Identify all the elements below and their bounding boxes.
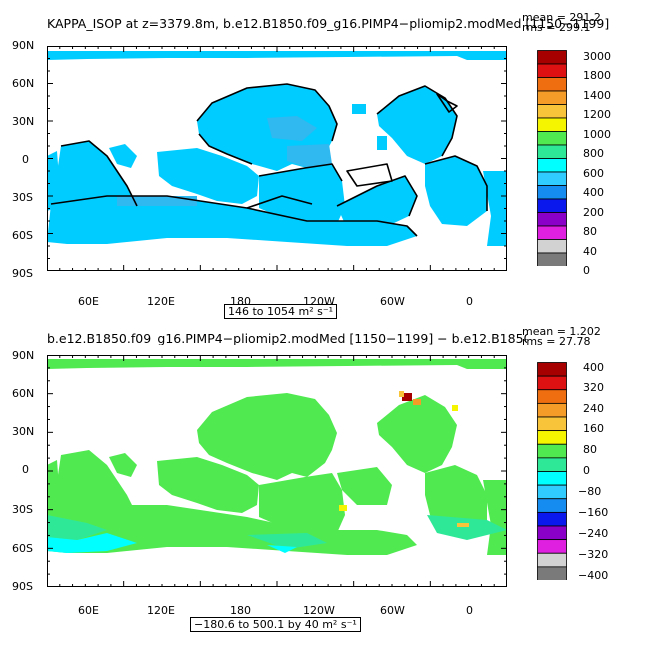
lat-label-60n: 60N: [12, 77, 35, 90]
lon-label-0: 0: [466, 295, 473, 308]
colorbar-swatch: [537, 239, 567, 254]
panel-title: b.e12.B1850.f09_g16.PIMP4−pliomip2.modMe…: [47, 333, 527, 345]
colorbar-label: −320: [578, 548, 609, 561]
colorbar-swatch: [537, 525, 567, 541]
ocean-map-kappa-isop: [47, 46, 507, 271]
colorbar: [537, 362, 567, 580]
colorbar-swatch: [537, 185, 567, 200]
lat-label-30s: 30S: [12, 503, 33, 516]
colorbar-swatch: [537, 144, 567, 159]
colorbar-swatch: [537, 566, 567, 580]
colorbar-label: 0: [583, 264, 590, 277]
lat-label-90s: 90S: [12, 267, 33, 280]
ocean-field: [47, 51, 507, 246]
colorbar: [537, 50, 567, 266]
lat-label-30n: 30N: [12, 425, 35, 438]
lat-label-90n: 90N: [12, 39, 35, 52]
colorbar-label: 400: [583, 361, 604, 374]
colorbar-swatch: [537, 117, 567, 132]
ocean-map-difference: [47, 355, 507, 587]
colorbar-label: 40: [583, 245, 597, 258]
colorbar-swatch: [537, 362, 567, 377]
colorbar-label: 3000: [583, 50, 611, 63]
lat-label-30s: 30S: [12, 191, 33, 204]
colorbar-swatch: [537, 104, 567, 119]
colorbar-swatch: [537, 457, 567, 472]
colorbar-label: 1400: [583, 89, 611, 102]
lon-label-120e: 120E: [147, 295, 175, 308]
lon-label-0: 0: [466, 604, 473, 617]
lon-label-60w: 60W: [380, 604, 405, 617]
data-range-box: −180.6 to 500.1 by 40 m² s⁻¹: [190, 617, 361, 632]
mean-value: mean = 1.202: [522, 325, 601, 338]
colorbar-swatch: [537, 50, 567, 65]
lat-label-eq: 0: [22, 153, 29, 166]
colorbar-label: 320: [583, 381, 604, 394]
lat-label-eq: 0: [22, 463, 29, 476]
coastlines: [50, 83, 488, 237]
colorbar-swatch: [537, 131, 567, 146]
colorbar-swatch: [537, 77, 567, 92]
colorbar-label: 0: [583, 464, 590, 477]
colorbar-label: 200: [583, 206, 604, 219]
lat-label-30n: 30N: [12, 115, 35, 128]
colorbar-swatch: [537, 212, 567, 227]
mean-value: mean = 291.2: [522, 11, 601, 24]
lat-label-60n: 60N: [12, 387, 35, 400]
colorbar-label: 400: [583, 186, 604, 199]
colorbar-swatch: [537, 484, 567, 500]
colorbar-swatch: [537, 225, 567, 240]
lon-label-60e: 60E: [78, 604, 99, 617]
positive-anomalies: [339, 391, 469, 527]
colorbar-label: −160: [578, 506, 609, 519]
data-range-box: 146 to 1054 m² s⁻¹: [224, 304, 338, 319]
colorbar-swatch: [537, 511, 567, 527]
colorbar-swatch: [537, 430, 567, 445]
colorbar-swatch: [537, 198, 567, 213]
axis-ticks: [47, 355, 507, 587]
colorbar-swatch: [537, 171, 567, 186]
colorbar-swatch: [537, 375, 567, 391]
colorbar-swatch: [537, 498, 567, 513]
colorbar-swatch: [537, 158, 567, 173]
panel-title: KAPPA_ISOP at z=3379.8m, b.e12.B1850.f09…: [47, 16, 610, 31]
colorbar-label: 1800: [583, 69, 611, 82]
lat-label-90s: 90S: [12, 580, 33, 593]
colorbar-label: −240: [578, 527, 609, 540]
lon-label-60e: 60E: [78, 295, 99, 308]
colorbar-label: 1000: [583, 128, 611, 141]
colorbar-label: 160: [583, 422, 604, 435]
axis-ticks: [47, 46, 507, 271]
colorbar-label: 1200: [583, 108, 611, 121]
colorbar-swatch: [537, 90, 567, 105]
colorbar-swatch: [537, 416, 567, 432]
colorbar-swatch: [537, 539, 567, 554]
colorbar-swatch: [537, 443, 567, 459]
lon-label-60w: 60W: [380, 295, 405, 308]
weak-negative-anomalies: [47, 533, 297, 553]
colorbar-swatch: [537, 471, 567, 486]
colorbar-swatch: [537, 552, 567, 568]
colorbar-label: −80: [578, 485, 602, 498]
colorbar-swatch: [537, 389, 567, 404]
lat-label-60s: 60S: [12, 542, 33, 555]
lat-label-90n: 90N: [12, 349, 35, 362]
rms-value: rms = 299.1: [522, 21, 591, 34]
colorbar-label: 80: [583, 225, 597, 238]
colorbar-swatch: [537, 252, 567, 266]
negative-anomalies: [47, 515, 507, 549]
colorbar-label: 600: [583, 167, 604, 180]
colorbar-swatch: [537, 402, 567, 418]
lon-label-180: 180: [230, 604, 251, 617]
colorbar-swatch: [537, 63, 567, 78]
lon-label-120e: 120E: [147, 604, 175, 617]
colorbar-label: 80: [583, 443, 597, 456]
lat-label-60s: 60S: [12, 229, 33, 242]
colorbar-label: 240: [583, 402, 604, 415]
lon-label-120w: 120W: [303, 604, 335, 617]
colorbar-label: −400: [578, 569, 609, 582]
colorbar-label: 800: [583, 147, 604, 160]
rms-value: rms = 27.78: [522, 335, 591, 348]
ocean-highlights: [117, 116, 332, 206]
